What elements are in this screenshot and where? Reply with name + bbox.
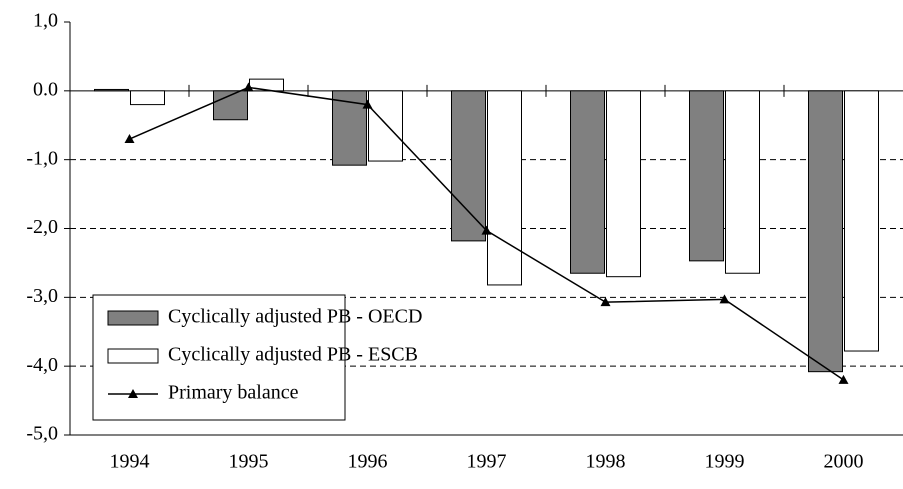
marker (124, 134, 135, 144)
legend-label: Primary balance (168, 382, 299, 404)
bar (689, 90, 724, 262)
legend-label: Cyclically adjusted PB - ESCB (168, 344, 418, 366)
bar (808, 90, 843, 373)
y-tick-label: -2,0 (26, 216, 58, 238)
y-tick-label: -4,0 (26, 354, 58, 376)
y-tick-label: 0.0 (33, 78, 58, 100)
bar (570, 90, 605, 274)
y-tick-label: -1,0 (26, 147, 58, 169)
marker (481, 225, 492, 235)
bar (844, 90, 879, 352)
marker (838, 374, 849, 384)
bar (249, 78, 284, 92)
x-tick-label: 1995 (229, 451, 269, 473)
marker (362, 99, 373, 109)
legend-label: Cyclically adjusted PB - OECD (168, 306, 422, 328)
bar (725, 90, 760, 274)
legend-swatch (107, 348, 159, 364)
bar (487, 90, 522, 286)
x-tick-label: 1999 (705, 451, 745, 473)
y-tick-label: -3,0 (26, 285, 58, 307)
x-tick-label: 1994 (110, 451, 150, 473)
y-tick-label: -5,0 (26, 423, 58, 445)
x-tick-label: 1997 (467, 451, 507, 473)
y-tick-label: 1,0 (33, 10, 58, 32)
marker (600, 297, 611, 307)
x-tick-label: 1998 (586, 451, 626, 473)
legend: Cyclically adjusted PB - OECD Cyclically … (92, 294, 422, 421)
marker (719, 294, 730, 304)
bar (368, 90, 403, 162)
marker (243, 82, 254, 92)
legend-swatch (128, 389, 138, 398)
bar (130, 90, 165, 106)
legend-swatch (107, 310, 159, 326)
bar (94, 88, 129, 92)
bar (606, 90, 641, 278)
x-tick-label: 1996 (348, 451, 388, 473)
x-tick-label: 2000 (824, 451, 864, 473)
bar (451, 90, 486, 242)
